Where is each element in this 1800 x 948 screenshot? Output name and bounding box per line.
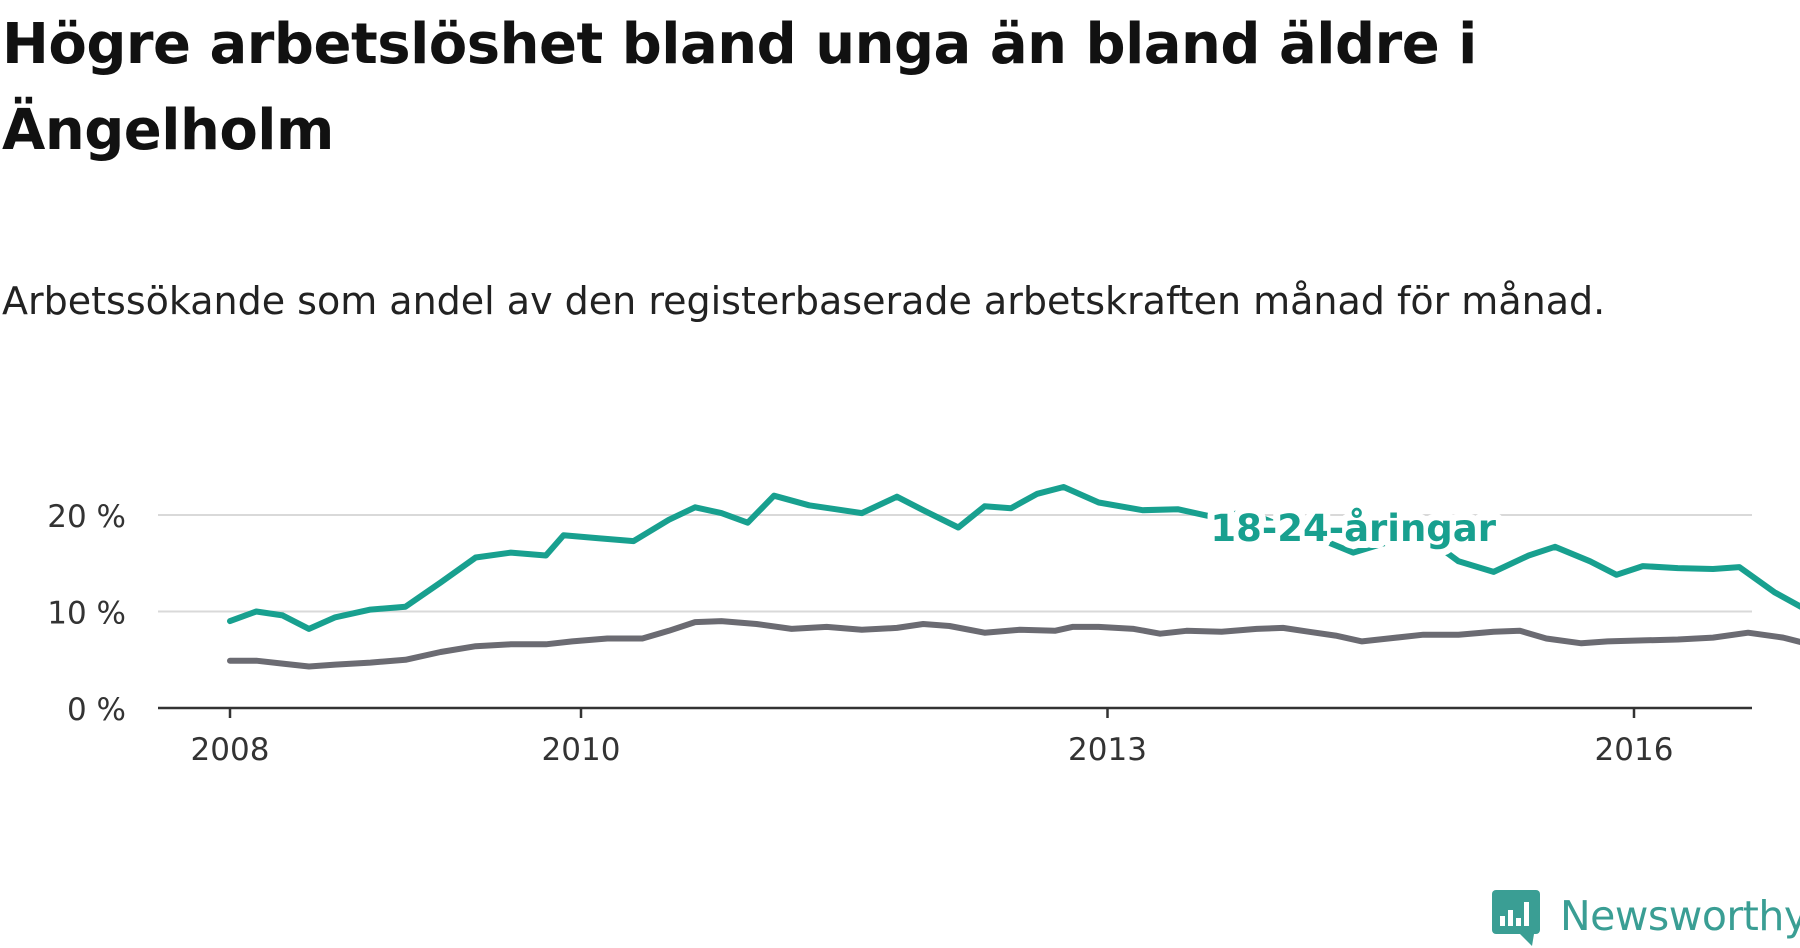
brand-name: Newsworthy: [1560, 892, 1800, 940]
y-tick-label: 10 %: [47, 596, 126, 632]
y-tick-label: 20 %: [47, 499, 126, 535]
x-tick-label: 2010: [542, 732, 621, 768]
series-lines: [227, 484, 1800, 670]
y-tick-label: 0 %: [67, 692, 126, 728]
axes: 0 %10 %20 %2008201020132016201920222024: [47, 499, 1752, 768]
newsworthy-bar-chart-icon: [1492, 890, 1540, 946]
brand-logo[interactable]: Newsworthy: [1490, 888, 1800, 948]
series-line-18-24: [227, 484, 1800, 632]
series-label-18-24: 18-24-åringar: [1210, 507, 1496, 550]
x-tick-label: 2008: [191, 732, 270, 768]
chart-subtitle: Arbetssökande som andel av den registerb…: [2, 279, 1606, 323]
x-tick-label: 2016: [1595, 732, 1674, 768]
line-chart: 0 %10 %20 %2008201020132016201920222024 …: [47, 484, 1800, 768]
series-line-total: [227, 618, 1800, 670]
x-tick-label: 2013: [1068, 732, 1147, 768]
series-labels: 18-24-åringarTotal arbetslöshet8,3 %5,3 …: [1203, 500, 1503, 557]
chart-title: Högre arbetslöshet bland unga än bland ä…: [2, 12, 1477, 163]
gridlines: [158, 514, 1752, 613]
